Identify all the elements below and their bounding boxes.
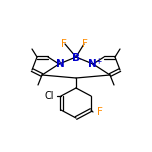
Text: F: F bbox=[82, 39, 88, 49]
Text: +: + bbox=[95, 57, 101, 66]
Text: N: N bbox=[56, 59, 64, 69]
Text: F: F bbox=[61, 39, 67, 49]
Text: Cl: Cl bbox=[44, 91, 54, 101]
Text: ⁻: ⁻ bbox=[79, 57, 83, 66]
Text: N: N bbox=[88, 59, 96, 69]
Text: B: B bbox=[72, 53, 80, 63]
Text: F: F bbox=[97, 107, 103, 117]
